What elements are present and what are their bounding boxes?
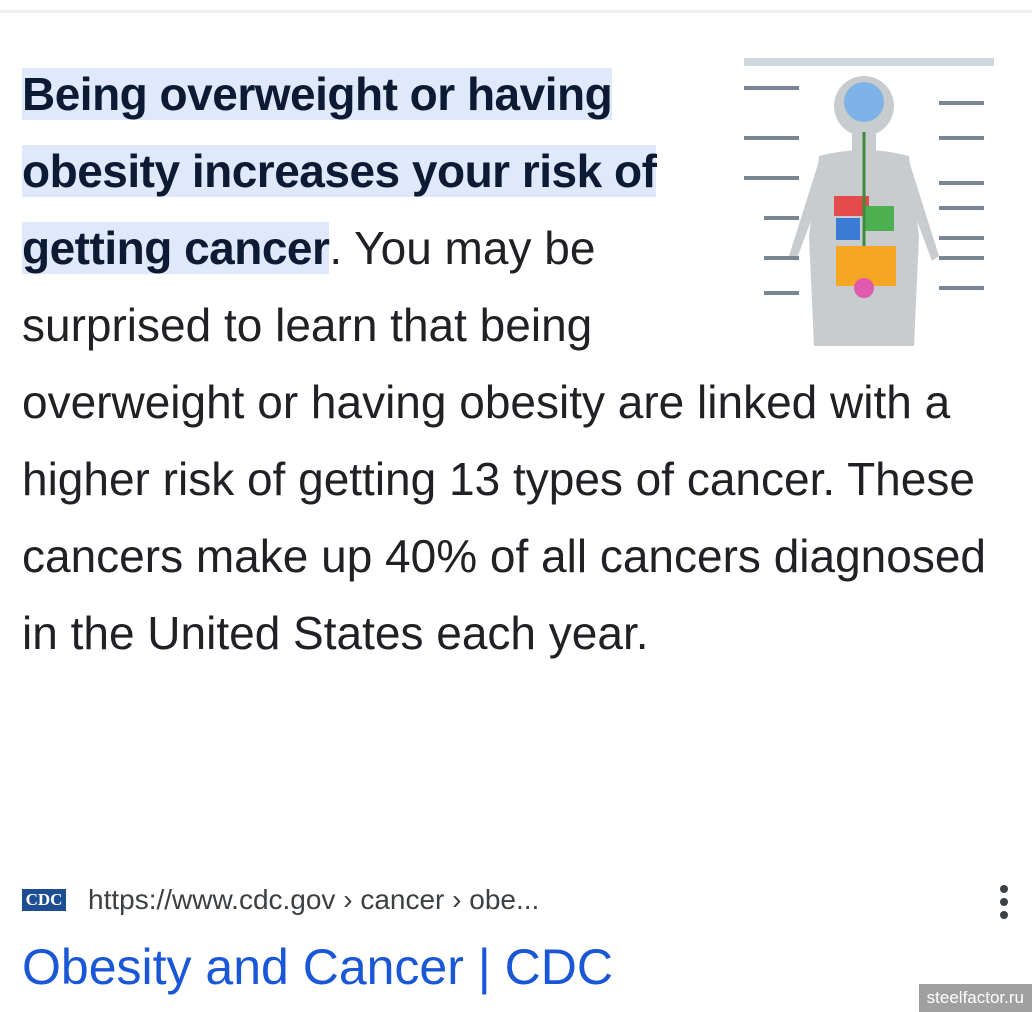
snippet-image[interactable] <box>724 56 1006 346</box>
result-url: https://www.cdc.gov › cancer › obe... <box>88 884 540 915</box>
snippet-text: . You may be surprised to learn that bei… <box>22 222 987 659</box>
result-source[interactable]: CDC https://www.cdc.gov › cancer › obe..… <box>22 878 1012 922</box>
more-options[interactable] <box>996 882 1012 922</box>
featured-snippet: Being overweight or having obesity incre… <box>22 56 1014 672</box>
favicon: CDC <box>22 889 66 911</box>
result-title[interactable]: Obesity and Cancer | CDC <box>22 939 613 995</box>
divider <box>0 10 1032 13</box>
watermark: steelfactor.ru <box>918 984 1032 1012</box>
